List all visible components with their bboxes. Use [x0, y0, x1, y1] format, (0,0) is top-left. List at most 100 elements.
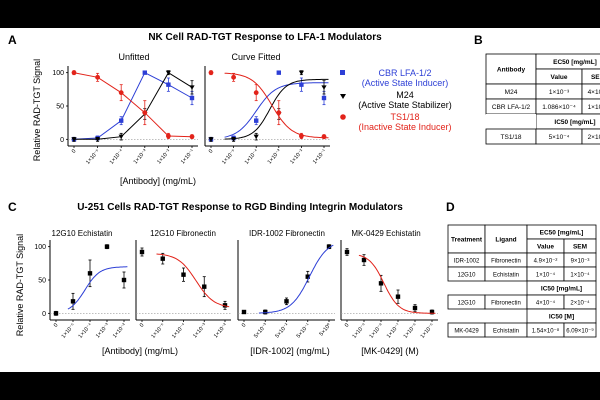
chart-c2-subtitle: 12G10 Fibronectin [150, 229, 216, 238]
x-tick-label: 5×10⁰ [318, 321, 333, 337]
x-tick-label: 1×10⁻³ [267, 148, 283, 165]
y-tick-label: 50 [38, 278, 46, 285]
chart-c4-xlabel: [MK-0429] (M) [361, 346, 419, 356]
legend-marker-blue [340, 70, 345, 75]
panel-letter-b: B [474, 33, 483, 47]
legend-label-ts1: TS1/18 [390, 112, 419, 122]
series-TS1/18 [71, 70, 195, 140]
series-data [139, 247, 228, 310]
table-d-row-value: 4.9×10⁻² [534, 259, 558, 265]
table-d-col-treatment: Treatment [451, 237, 483, 244]
data-point [241, 309, 247, 315]
data-point [263, 309, 268, 315]
data-point [53, 311, 59, 316]
legend-note-ts1: (Inactive State Inducer) [358, 122, 451, 132]
table-b-row-name: CBR LFA-1/2 [492, 104, 531, 111]
x-tick-label: 5×10⁻¹ [296, 322, 312, 339]
data-point [208, 70, 214, 76]
x-tick-label: 1×10⁻² [289, 148, 305, 165]
data-point [118, 134, 124, 140]
chart-c3-subtitle: IDR-1002 Fibronectin [249, 229, 325, 238]
data-point [412, 305, 418, 311]
data-point [361, 257, 367, 263]
table-b-row-sem-cell [581, 128, 600, 145]
chart-a-title: NK Cell RAD-TGT Response to LFA-1 Modula… [148, 32, 382, 43]
x-tick-label: 1×10⁻⁵ [150, 322, 167, 340]
data-point [87, 271, 93, 276]
table-d-col-value: Value [537, 244, 554, 251]
x-tick-label: 5×10⁻² [274, 322, 290, 339]
data-point [142, 70, 147, 75]
data-point [208, 137, 214, 142]
chart-a-ylabel: Relative RAD-TGT Signal [32, 59, 42, 161]
y-tick-label: 100 [52, 70, 64, 77]
data-point [344, 249, 350, 255]
data-point [95, 74, 100, 80]
data-point [104, 244, 110, 249]
data-point [231, 137, 237, 142]
x-tick-label: 1×10⁻⁵ [220, 148, 237, 166]
series-line [73, 72, 193, 140]
chart-c-title: U-251 Cells RAD-TGT Response to RGD Bind… [77, 202, 403, 213]
table-d-row-sem: 1×10⁻⁴ [570, 272, 590, 279]
data-point [139, 249, 145, 255]
x-tick-label: 0 [53, 322, 60, 328]
fit-layer [67, 266, 128, 310]
data-point [181, 272, 186, 277]
table-d-row-ligand: Echistatin [493, 273, 519, 279]
data-point [298, 70, 304, 76]
series-line [73, 72, 193, 138]
fit-layer [358, 254, 436, 314]
fit-curve [358, 254, 436, 314]
x-tick-label: 0 [139, 322, 146, 328]
x-tick-label: 0 [208, 148, 215, 154]
x-tick-label: 1×10⁻⁹ [351, 322, 368, 340]
chart-c-ylabel: Relative RAD-TGT Signal [15, 234, 25, 336]
table-b-row-sem: 4×10⁻⁴ [588, 89, 600, 96]
x-tick-label: 1×10⁻⁸ [368, 322, 385, 340]
fit-curve [224, 82, 329, 138]
table-b-header-cell [485, 53, 537, 85]
data-point [118, 90, 124, 96]
fit-layer [258, 244, 334, 314]
x-tick-label: 1×10⁻⁴ [243, 147, 260, 166]
data-point [321, 134, 327, 140]
data-point [284, 299, 289, 304]
table-d-row-value: 1×10⁻⁴ [536, 272, 556, 279]
x-tick-label: 0 [344, 322, 351, 328]
chart-a1-subtitle: Unfitted [118, 52, 149, 62]
panel-letter-d: D [446, 200, 455, 214]
y-tick-label: 0 [60, 137, 64, 144]
legend-marker-black [340, 94, 346, 99]
data-point [166, 133, 171, 139]
series-data [53, 244, 127, 316]
x-tick-label: 1×10⁻⁵ [60, 322, 77, 340]
x-tick-label: 1×10⁻¹ [312, 148, 328, 165]
series-CBR LFA-1/2 [71, 70, 195, 142]
table-b-ec50-title: EC50 [mg/mL] [553, 59, 597, 66]
series-line [74, 72, 193, 140]
table-b-row-value: 1.086×10⁻⁴ [542, 104, 576, 111]
x-tick-label: 0 [71, 148, 78, 154]
table-d-ic50-title: IC50 [mg/mL] [541, 286, 582, 293]
chart-1: 0 1×10⁻⁵ 1×10⁻⁴ 1×10⁻³ 1×10⁻² 1×10⁻¹ [204, 66, 330, 166]
data-point [202, 284, 207, 289]
chart-c1-subtitle: 12G10 Echistatin [52, 229, 113, 238]
chart-a2-subtitle: Curve Fitted [231, 52, 280, 62]
chart-c4-subtitle: MK-0429 Echistatin [351, 229, 420, 238]
table-b-row-name: M24 [505, 89, 518, 96]
table-d-col-treatment-cell [447, 224, 486, 254]
series-TS1/18 [208, 70, 329, 140]
x-tick-label: 1×10⁻¹ [180, 148, 196, 165]
panel-letter-a: A [8, 33, 17, 47]
data-point [276, 70, 281, 75]
table-d-row-ligand: Fibronectin [491, 259, 521, 265]
table-d-row-ligand: Echistatin [493, 329, 519, 335]
table-d-row-treatment: 12G10 [457, 273, 476, 279]
table-d-row-sem-cell [563, 322, 597, 338]
data-point [299, 82, 304, 87]
series-M24 [71, 70, 195, 142]
data-point [189, 134, 195, 140]
table-d-ic50m-title: IC50 [M] [549, 314, 574, 321]
